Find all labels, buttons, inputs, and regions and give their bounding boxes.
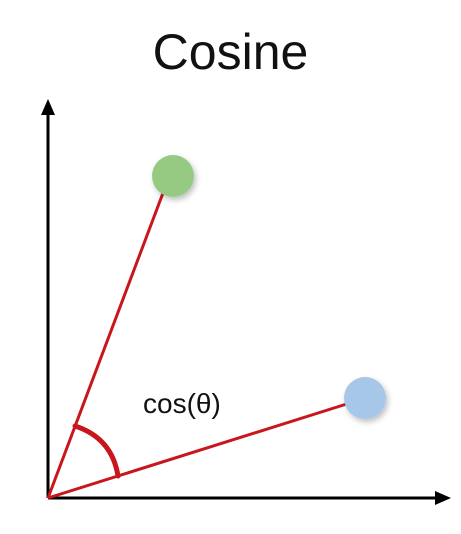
x-axis — [48, 491, 451, 505]
point-a-dot — [152, 155, 194, 197]
angle-arc — [72, 423, 121, 479]
vector-b-line — [47, 400, 354, 500]
y-axis-arrowhead — [41, 99, 55, 115]
x-axis-arrowhead — [435, 491, 451, 505]
y-axis — [41, 99, 55, 498]
vector-a-line — [46, 192, 165, 499]
point-b-dot — [344, 377, 386, 419]
diagram-title: Cosine — [152, 24, 309, 80]
angle-label: cos(θ) — [143, 388, 221, 419]
